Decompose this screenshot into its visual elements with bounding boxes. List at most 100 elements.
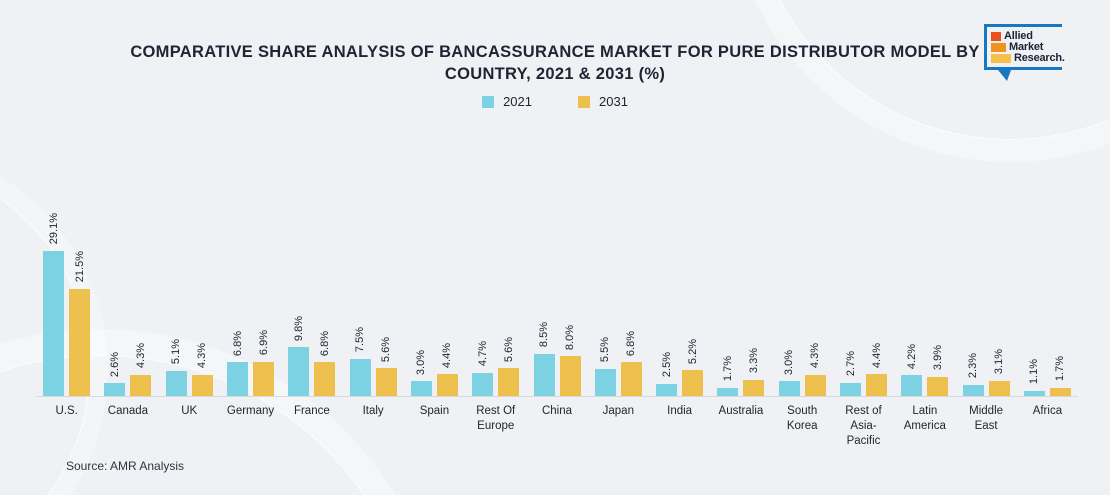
bar-group-13: 2.7% 4.4% [833,150,894,396]
bar-2031 [191,374,213,396]
bar-value-label: 6.8% [231,330,244,356]
bar-2021 [288,347,310,396]
x-axis-label: Canada [107,405,149,417]
bar-value-label: 2.5% [660,352,673,378]
bar-2031 [69,288,91,396]
x-axis-label: India [667,405,693,417]
bar-value-label: 1.1% [1028,359,1041,385]
bar-value-label: 1.7% [721,356,734,382]
bar-2031 [498,368,520,396]
chart-title: COMPARATIVE SHARE ANALYSIS OF BANCASSURA… [130,43,980,84]
bar-group-14: 4.2% 3.9% [894,150,955,396]
bar-group-8: 8.5% 8.0% [526,150,587,396]
bar-value-label: 4.2% [905,343,918,369]
bar-group-2: 5.1% 4.3% [159,150,220,396]
bar-group-6: 3.0% 4.4% [404,150,465,396]
x-axis-label: Australia [718,405,764,417]
bar-group-0: 29.1% 21.5% [36,150,97,396]
logo-bubble: Allied Market Research. [984,24,1065,70]
bar-2021 [533,353,555,396]
bar-2031 [436,374,458,396]
bar-value-label: 4.4% [441,342,454,368]
bar-2031 [743,379,765,396]
x-axis-label: Rest Of Europe [476,405,516,432]
bar-value-label: 4.3% [809,343,822,369]
legend-item-2021: 2021 [482,94,532,109]
bar-2021 [778,381,800,396]
bar-value-label: 5.2% [686,338,699,364]
logo-square-yellow-icon [991,53,1011,63]
bar-2021 [594,368,616,396]
bar-group-16: 1.1% 1.7% [1017,150,1078,396]
bar-group-3: 6.8% 6.9% [220,150,281,396]
amr-logo: Allied Market Research. [984,24,1070,81]
logo-speech-tail-icon [998,70,1011,81]
logo-square-orange-icon [991,42,1006,52]
bar-value-label: 3.3% [747,348,760,374]
x-axis-label: South Korea [786,405,818,432]
bar-value-label: 4.7% [476,341,489,367]
bar-value-label: 8.0% [564,324,577,350]
bar-value-label: 8.5% [538,322,551,348]
bar-2021 [410,381,432,396]
bar-group-9: 5.5% 6.8% [588,150,649,396]
bar-value-label: 6.9% [257,330,270,356]
bar-value-label: 4.4% [870,342,883,368]
bar-group-10: 2.5% 5.2% [649,150,710,396]
bar-2031 [804,374,826,396]
bar-2031 [314,362,336,396]
bar-2031 [130,374,152,396]
legend: 2021 2031 [0,94,1110,109]
bar-group-15: 2.3% 3.1% [955,150,1016,396]
bar-value-label: 2.7% [844,351,857,377]
bar-value-label: 3.0% [415,349,428,375]
bar-2021 [840,382,861,396]
bar-2031 [375,368,397,396]
bar-value-label: 6.8% [318,330,331,356]
bar-value-label: 3.9% [931,345,944,371]
bar-2021 [43,250,65,396]
logo-square-red-icon [991,31,1001,41]
bar-value-label: 29.1% [47,213,60,245]
bar-group-7: 4.7% 5.6% [465,150,526,396]
bar-value-label: 9.8% [292,315,305,341]
x-axis-label: France [293,405,330,417]
bar-value-label: 3.0% [783,349,796,375]
x-axis-label: Italy [362,405,384,417]
bar-2021 [472,372,494,396]
x-axis-label: Africa [1032,405,1063,417]
logo-text-allied: Allied [1004,30,1033,42]
bar-2031 [927,376,949,396]
x-axis-label: Rest of Asia-Pacific [845,405,882,447]
bar-2021 [349,358,371,396]
bar-2021 [1023,390,1045,396]
legend-label-2021: 2021 [503,94,532,109]
bar-value-label: 5.6% [502,336,515,362]
x-axis-label: U.S. [55,405,78,417]
x-axis-label: China [541,405,573,417]
bar-2021 [962,384,984,396]
x-axis-label: Germany [226,405,275,417]
x-axis-label: UK [181,405,198,417]
legend-label-2031: 2031 [599,94,628,109]
bar-2031 [559,356,581,396]
bar-2031 [620,362,642,396]
bar-value-label: 3.1% [993,349,1006,375]
bar-value-label: 7.5% [354,327,367,353]
logo-text-market: Market [1009,41,1044,53]
legend-swatch-2021 [482,95,495,108]
bar-group-5: 7.5% 5.6% [342,150,403,396]
bar-value-label: 2.3% [967,353,980,379]
bar-2031 [1049,387,1071,396]
legend-item-2031: 2031 [578,94,628,109]
x-axis-label: Japan [602,405,634,417]
bar-2031 [988,380,1010,396]
bar-group-11: 1.7% 3.3% [710,150,771,396]
bar-2021 [901,375,923,396]
bar-value-label: 5.1% [170,339,183,365]
logo-text-research: Research. [1014,52,1065,64]
bar-group-12: 3.0% 4.3% [772,150,833,396]
bar-value-label: 5.6% [380,336,393,362]
bar-2021 [165,370,187,396]
